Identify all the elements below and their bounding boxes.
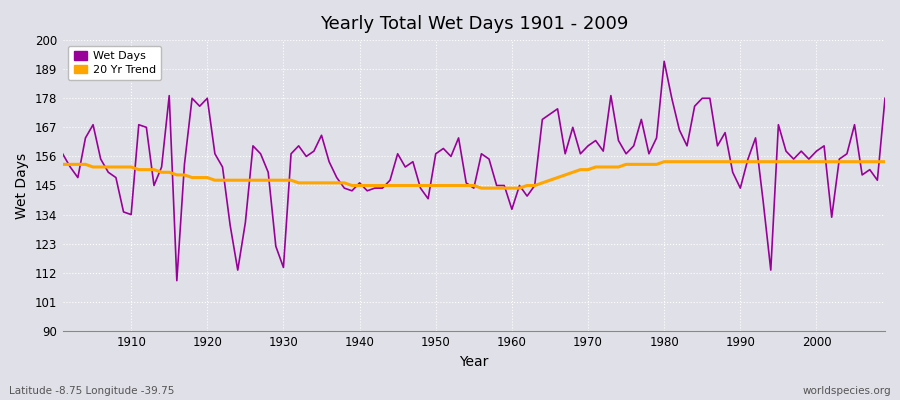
Text: worldspecies.org: worldspecies.org <box>803 386 891 396</box>
Y-axis label: Wet Days: Wet Days <box>15 152 29 218</box>
Legend: Wet Days, 20 Yr Trend: Wet Days, 20 Yr Trend <box>68 46 161 80</box>
Title: Yearly Total Wet Days 1901 - 2009: Yearly Total Wet Days 1901 - 2009 <box>320 15 628 33</box>
X-axis label: Year: Year <box>459 355 489 369</box>
Text: Latitude -8.75 Longitude -39.75: Latitude -8.75 Longitude -39.75 <box>9 386 175 396</box>
